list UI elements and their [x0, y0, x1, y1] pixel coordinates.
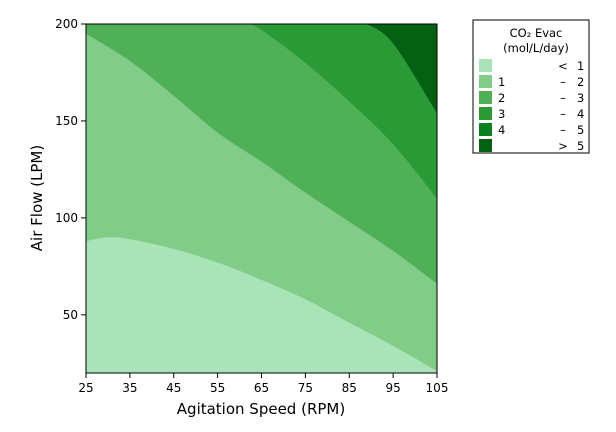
legend-dash: > — [558, 139, 568, 153]
legend-dash: < — [558, 59, 568, 73]
legend-swatch — [479, 59, 492, 72]
legend-dash: – — [560, 75, 566, 89]
y-axis: 50 100 150 200 — [55, 17, 86, 322]
y-tick-label: 100 — [55, 211, 78, 225]
legend-dash: – — [560, 91, 566, 105]
x-axis-title: Agitation Speed (RPM) — [177, 400, 345, 418]
legend-to: 2 — [577, 75, 584, 89]
legend-swatch — [479, 91, 492, 104]
x-tick-label: 95 — [385, 381, 400, 395]
x-tick-label: 45 — [166, 381, 181, 395]
y-tick-label: 200 — [55, 17, 78, 31]
x-tick-label: 65 — [254, 381, 269, 395]
y-tick-label: 150 — [55, 114, 78, 128]
legend-swatch — [479, 107, 492, 120]
legend-to: 1 — [577, 59, 584, 73]
x-tick-label: 105 — [426, 381, 449, 395]
legend-from: 3 — [498, 107, 505, 121]
legend: CO₂ Evac (mol/L/day) <11–22–33–44–5> 5 — [472, 19, 590, 154]
x-tick-label: 85 — [342, 381, 357, 395]
x-tick-label: 35 — [122, 381, 137, 395]
legend-from: 1 — [498, 75, 505, 89]
x-tick-label: 75 — [298, 381, 313, 395]
legend-swatch — [479, 139, 492, 152]
legend-from: 4 — [498, 123, 505, 137]
x-axis: 25 35 45 55 65 75 85 95 105 — [78, 373, 448, 395]
x-tick-label: 25 — [78, 381, 93, 395]
legend-entries: <11–22–33–44–5> 5 — [479, 59, 584, 153]
contour-regions — [86, 24, 437, 373]
legend-title-line1: CO₂ Evac — [510, 26, 563, 40]
legend-swatch — [479, 75, 492, 88]
legend-title-line2: (mol/L/day) — [503, 41, 569, 55]
legend-to: 4 — [577, 107, 584, 121]
legend-box — [472, 19, 590, 154]
y-axis-title: Air Flow (LPM) — [28, 145, 46, 251]
x-tick-label: 55 — [210, 381, 225, 395]
legend-from: 2 — [498, 91, 505, 105]
legend-dash: – — [560, 107, 566, 121]
legend-to: 5 — [577, 123, 584, 137]
legend-dash: – — [560, 123, 566, 137]
contour-band-below-1 — [86, 237, 437, 373]
legend-to: 5 — [577, 139, 584, 153]
y-tick-label: 50 — [63, 308, 78, 322]
legend-to: 3 — [577, 91, 584, 105]
legend-swatch — [479, 123, 492, 136]
